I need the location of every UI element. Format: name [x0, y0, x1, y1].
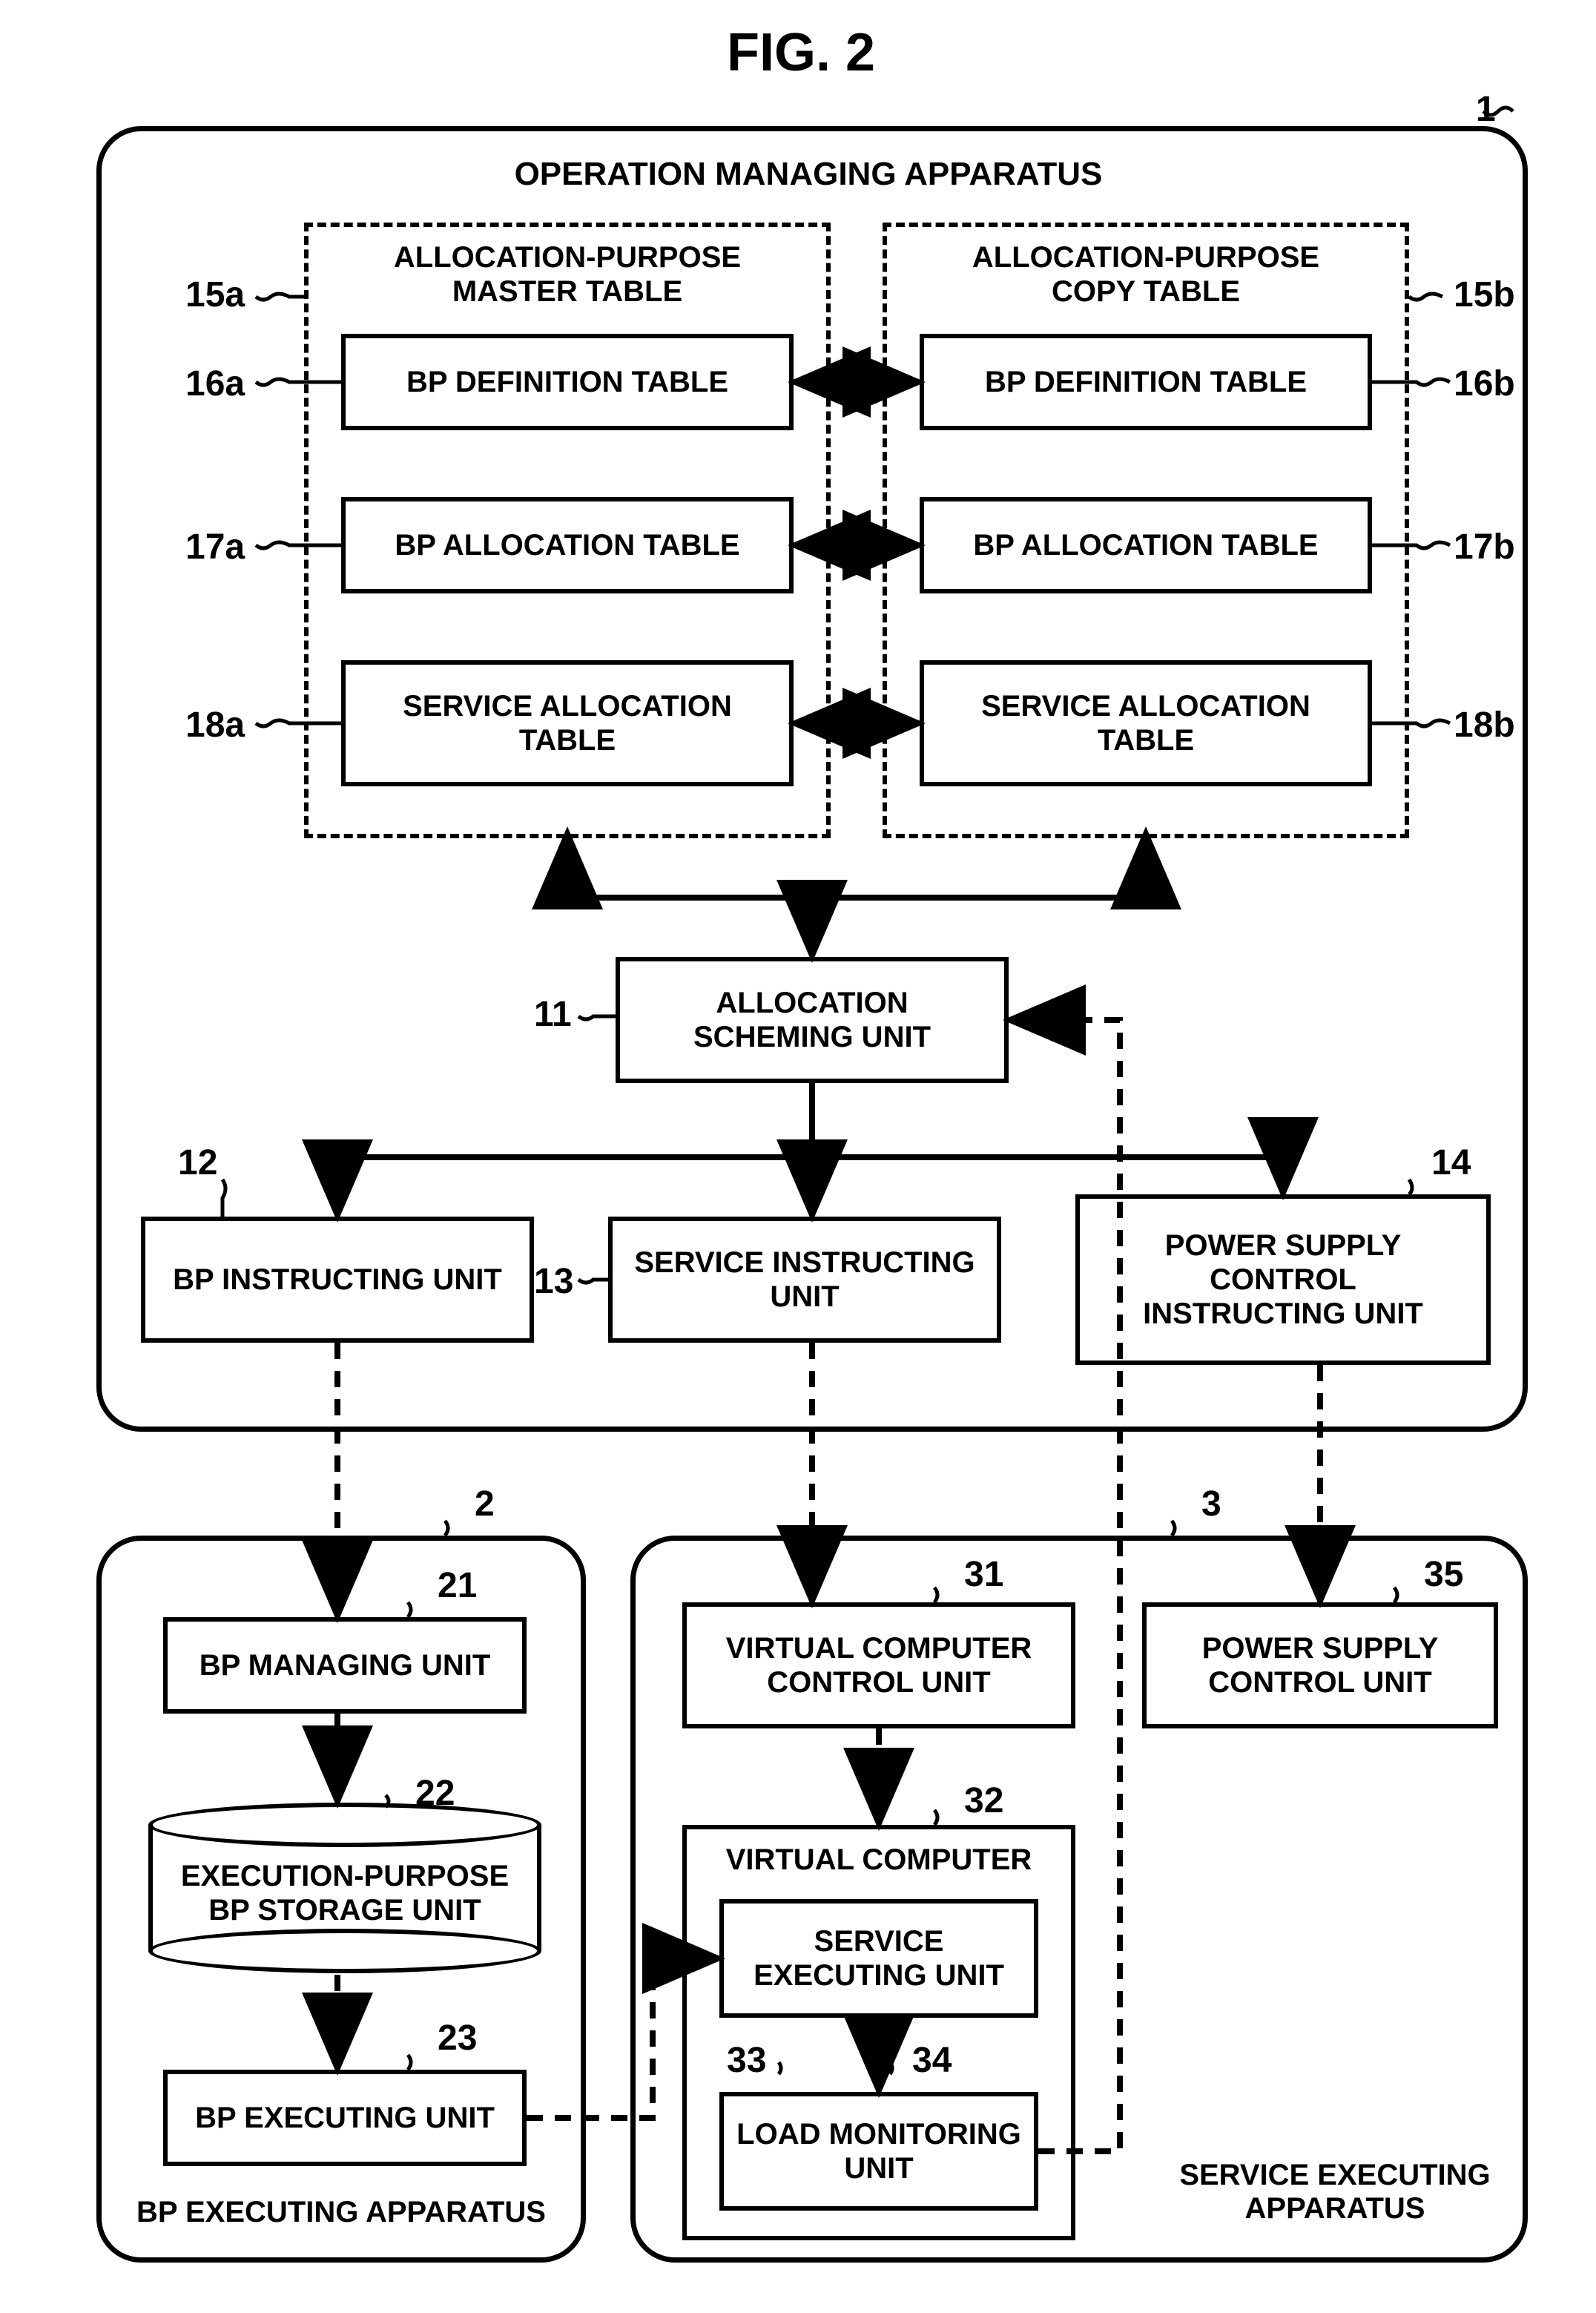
ref-16a: 16a	[185, 363, 245, 404]
ref-22: 22	[415, 1773, 455, 1814]
ref-31: 31	[964, 1554, 1003, 1595]
ref-12: 12	[178, 1142, 217, 1183]
ref-15b: 15b	[1454, 274, 1515, 315]
ref-13: 13	[534, 1261, 573, 1302]
ref-16b: 16b	[1454, 363, 1515, 404]
master-table-title: ALLOCATION-PURPOSEMASTER TABLE	[309, 240, 826, 309]
ref-17b: 17b	[1454, 527, 1515, 567]
ref-11: 11	[534, 994, 572, 1035]
ref-23: 23	[438, 2018, 477, 2059]
bp-allocation-table-b: BP ALLOCATION TABLE	[920, 497, 1372, 593]
ref-17a: 17a	[185, 527, 245, 567]
operation-managing-apparatus-title: OPERATION MANAGING APPARATUS	[475, 156, 1142, 193]
ref-35: 35	[1424, 1554, 1463, 1595]
service-instructing-unit: SERVICE INSTRUCTINGUNIT	[608, 1217, 1001, 1343]
ref-3: 3	[1201, 1484, 1221, 1524]
ref-21: 21	[438, 1565, 477, 1606]
load-monitoring-unit: LOAD MONITORINGUNIT	[719, 2092, 1038, 2211]
service-executing-unit: SERVICEEXECUTING UNIT	[719, 1899, 1038, 2018]
bp-executing-unit: BP EXECUTING UNIT	[163, 2070, 527, 2166]
ref-33: 33	[727, 2040, 766, 2081]
bp-definition-table-a: BP DEFINITION TABLE	[341, 334, 794, 430]
ref-15a: 15a	[185, 274, 245, 315]
ref-18b: 18b	[1454, 705, 1515, 746]
virtual-computer-control-unit: VIRTUAL COMPUTERCONTROL UNIT	[682, 1602, 1075, 1728]
ref-2: 2	[475, 1484, 495, 1524]
bp-definition-table-b: BP DEFINITION TABLE	[920, 334, 1372, 430]
bp-instructing-unit: BP INSTRUCTING UNIT	[141, 1217, 534, 1343]
ref-1: 1	[1476, 89, 1496, 130]
ref-14: 14	[1431, 1142, 1471, 1183]
service-executing-apparatus-title: SERVICE EXECUTINGAPPARATUS	[1157, 2159, 1513, 2225]
ref-18a: 18a	[185, 705, 245, 746]
allocation-scheming-unit: ALLOCATIONSCHEMING UNIT	[616, 957, 1009, 1083]
copy-table-title: ALLOCATION-PURPOSECOPY TABLE	[887, 240, 1405, 309]
bp-storage-unit: EXECUTION-PURPOSEBP STORAGE UNIT	[148, 1803, 541, 1973]
service-allocation-table-a: SERVICE ALLOCATIONTABLE	[341, 660, 794, 786]
power-supply-control-instructing-unit: POWER SUPPLYCONTROLINSTRUCTING UNIT	[1075, 1194, 1491, 1365]
bp-allocation-table-a: BP ALLOCATION TABLE	[341, 497, 794, 593]
bp-storage-unit-label: EXECUTION-PURPOSEBP STORAGE UNIT	[148, 1859, 541, 1927]
virtual-computer-title: VIRTUAL COMPUTER	[726, 1843, 1032, 1877]
diagram-canvas: FIG. 2 OPERATION MANAGING APPARATUS ALLO…	[0, 0, 1596, 2313]
bp-managing-unit: BP MANAGING UNIT	[163, 1617, 527, 1714]
service-allocation-table-b: SERVICE ALLOCATIONTABLE	[920, 660, 1372, 786]
ref-34: 34	[912, 2040, 952, 2081]
figure-title: FIG. 2	[667, 22, 934, 83]
bp-executing-apparatus-title: BP EXECUTING APPARATUS	[111, 2196, 571, 2229]
power-supply-control-unit: POWER SUPPLYCONTROL UNIT	[1142, 1602, 1498, 1728]
ref-32: 32	[964, 1780, 1003, 1821]
